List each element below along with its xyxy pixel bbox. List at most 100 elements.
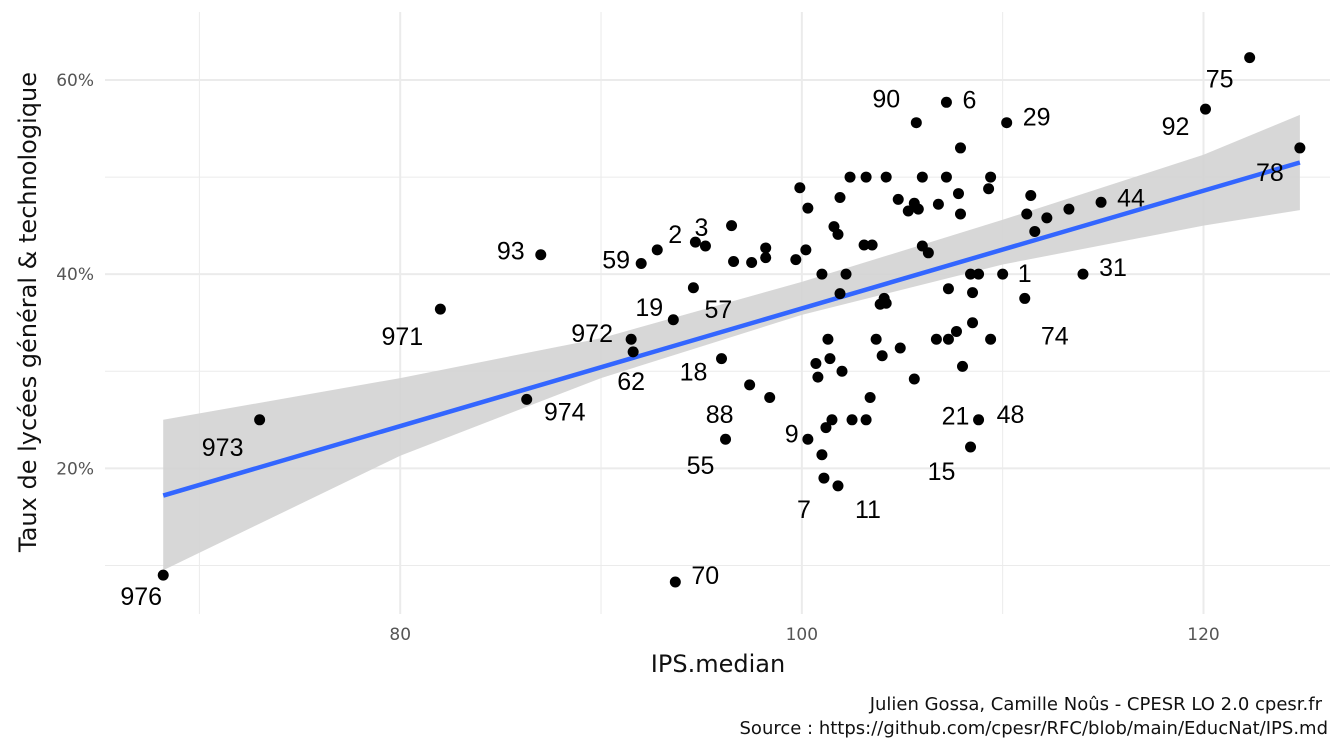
point-label: 29 (1023, 104, 1051, 132)
data-point (669, 576, 681, 588)
point-label: 57 (704, 296, 732, 324)
data-point (954, 208, 966, 220)
data-point (912, 203, 924, 215)
data-point (967, 317, 979, 329)
point-label: 7 (797, 496, 811, 524)
point-label: 90 (872, 86, 900, 114)
grid (105, 12, 1330, 614)
trend-line (162, 160, 1301, 498)
data-point (651, 244, 663, 256)
data-point (802, 202, 814, 214)
data-point (816, 268, 828, 280)
data-point (880, 171, 892, 183)
data-point (1077, 268, 1089, 280)
point-label: 1 (1018, 260, 1032, 288)
data-point (810, 357, 822, 369)
data-point (689, 236, 701, 248)
data-point (627, 346, 639, 358)
data-point (521, 393, 533, 405)
data-point (894, 342, 906, 354)
data-point (818, 472, 830, 484)
data-point (985, 171, 997, 183)
data-point (1021, 208, 1033, 220)
data-point (667, 314, 679, 326)
data-point (720, 433, 732, 445)
data-point (816, 449, 828, 461)
point-label: 19 (635, 294, 663, 322)
x-tick-label: 100 (786, 625, 818, 645)
point-label: 971 (382, 323, 424, 351)
point-label: 78 (1256, 159, 1284, 187)
data-point (764, 391, 776, 403)
data-point (942, 333, 954, 345)
data-point (973, 268, 985, 280)
data-point (157, 569, 169, 581)
point-label: 44 (1117, 184, 1145, 212)
data-points (157, 52, 1306, 588)
point-label: 88 (706, 401, 734, 429)
point-label: 9 (785, 420, 799, 448)
point-label: 75 (1206, 66, 1234, 94)
data-point (930, 333, 942, 345)
data-point (824, 353, 836, 365)
data-point (864, 391, 876, 403)
y-tick-label: 20% (56, 459, 94, 479)
data-point (860, 414, 872, 426)
data-point (910, 117, 922, 129)
data-point (1025, 190, 1037, 202)
data-point (728, 256, 740, 268)
data-point (950, 325, 962, 337)
point-label: 59 (602, 246, 630, 274)
data-point (834, 288, 846, 300)
point-label: 3 (694, 214, 708, 242)
data-point (744, 379, 756, 391)
data-point (870, 333, 882, 345)
point-label: 976 (120, 583, 162, 611)
y-tick-label: 60% (56, 71, 94, 91)
data-point (1029, 225, 1041, 237)
data-point (800, 244, 812, 256)
data-point (892, 193, 904, 205)
caption-source: Source : https://github.com/cpesr/RFC/bl… (740, 718, 1329, 739)
data-point (866, 239, 878, 251)
data-point (434, 303, 446, 315)
data-point (957, 360, 968, 372)
data-point (965, 268, 977, 280)
data-point (858, 239, 870, 251)
data-point (746, 257, 758, 269)
data-point (940, 171, 952, 183)
axis-ticks: 80 100 120 20% 40% 60% (56, 71, 1220, 645)
point-label: 92 (1162, 113, 1190, 141)
data-point (983, 183, 995, 195)
point-label: 55 (687, 452, 715, 480)
data-point (1063, 203, 1075, 215)
data-point (832, 228, 844, 240)
point-label: 74 (1041, 322, 1069, 350)
point-label: 21 (942, 402, 970, 430)
data-point (826, 414, 838, 426)
data-point (846, 414, 858, 426)
data-point (1041, 212, 1053, 224)
data-point (985, 333, 997, 345)
data-point (1095, 196, 1107, 208)
data-point (820, 422, 832, 434)
data-point (834, 191, 846, 203)
data-point (954, 142, 966, 154)
data-point (687, 282, 699, 294)
point-label: 70 (691, 562, 719, 590)
point-label: 15 (928, 458, 956, 486)
data-point (760, 252, 772, 264)
data-point (790, 254, 802, 266)
x-axis-title: IPS.median (651, 650, 785, 678)
data-point (760, 242, 772, 254)
point-label: 48 (997, 401, 1025, 429)
confidence-band-layer (163, 114, 1300, 571)
data-point (1294, 142, 1306, 154)
data-point (1019, 292, 1031, 304)
data-point (942, 283, 954, 295)
data-point (902, 205, 914, 217)
trend-line-layer (162, 160, 1301, 498)
data-point (822, 333, 834, 345)
